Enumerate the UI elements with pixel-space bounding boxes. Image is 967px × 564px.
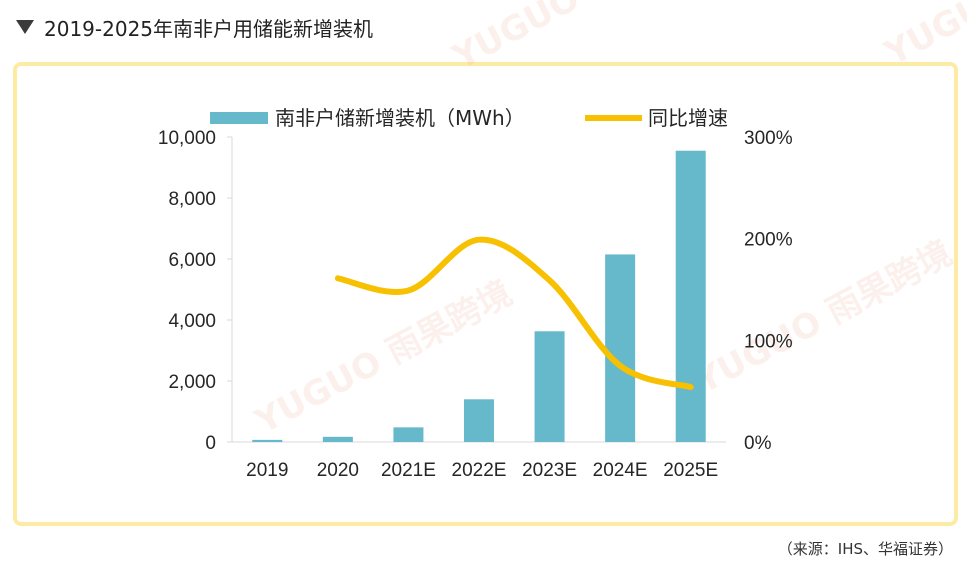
- growth-rate-line: [334, 236, 694, 391]
- y-right-tick-label: 200%: [744, 230, 793, 251]
- triangle-bullet-icon: [16, 20, 34, 34]
- legend-line-label: 同比增速: [648, 106, 728, 130]
- y-right-tick-label: 100%: [744, 331, 793, 352]
- y-left-tick-label: 4,000: [168, 311, 216, 332]
- legend-bar-swatch: [210, 112, 268, 124]
- x-tick-label: 2021E: [381, 460, 436, 481]
- y-left-tick-label: 10,000: [158, 128, 216, 149]
- bar: [252, 439, 283, 442]
- chart-frame: [13, 62, 958, 526]
- y-left-tick-label: 6,000: [168, 250, 216, 271]
- bar: [534, 331, 565, 442]
- y-left-tick-label: 2,000: [168, 372, 216, 393]
- bar: [393, 427, 424, 442]
- x-tick-label: 2025E: [663, 460, 718, 481]
- bar: [605, 254, 636, 442]
- bar: [464, 399, 494, 442]
- y-right-tick-label: 300%: [744, 128, 793, 149]
- x-tick-label: 2023E: [522, 460, 577, 481]
- source-note: （来源：IHS、华福证券）: [777, 540, 953, 558]
- chart-heading: 2019-2025年南非户用储能新增装机: [16, 12, 373, 42]
- legend-bar-label: 南非户储新增装机（MWh）: [275, 106, 525, 130]
- y-right-tick-label: 0%: [744, 433, 772, 454]
- chart-title: 2019-2025年南非户用储能新增装机: [44, 16, 374, 41]
- x-tick-label: 2024E: [593, 460, 648, 481]
- x-tick-label: 2019: [246, 460, 288, 481]
- y-left-tick-label: 8,000: [168, 189, 216, 210]
- bar: [675, 150, 706, 442]
- y-left-tick-label: 0: [205, 433, 216, 454]
- bar: [322, 436, 353, 442]
- x-tick-label: 2022E: [452, 460, 507, 481]
- x-tick-label: 2020: [317, 460, 359, 481]
